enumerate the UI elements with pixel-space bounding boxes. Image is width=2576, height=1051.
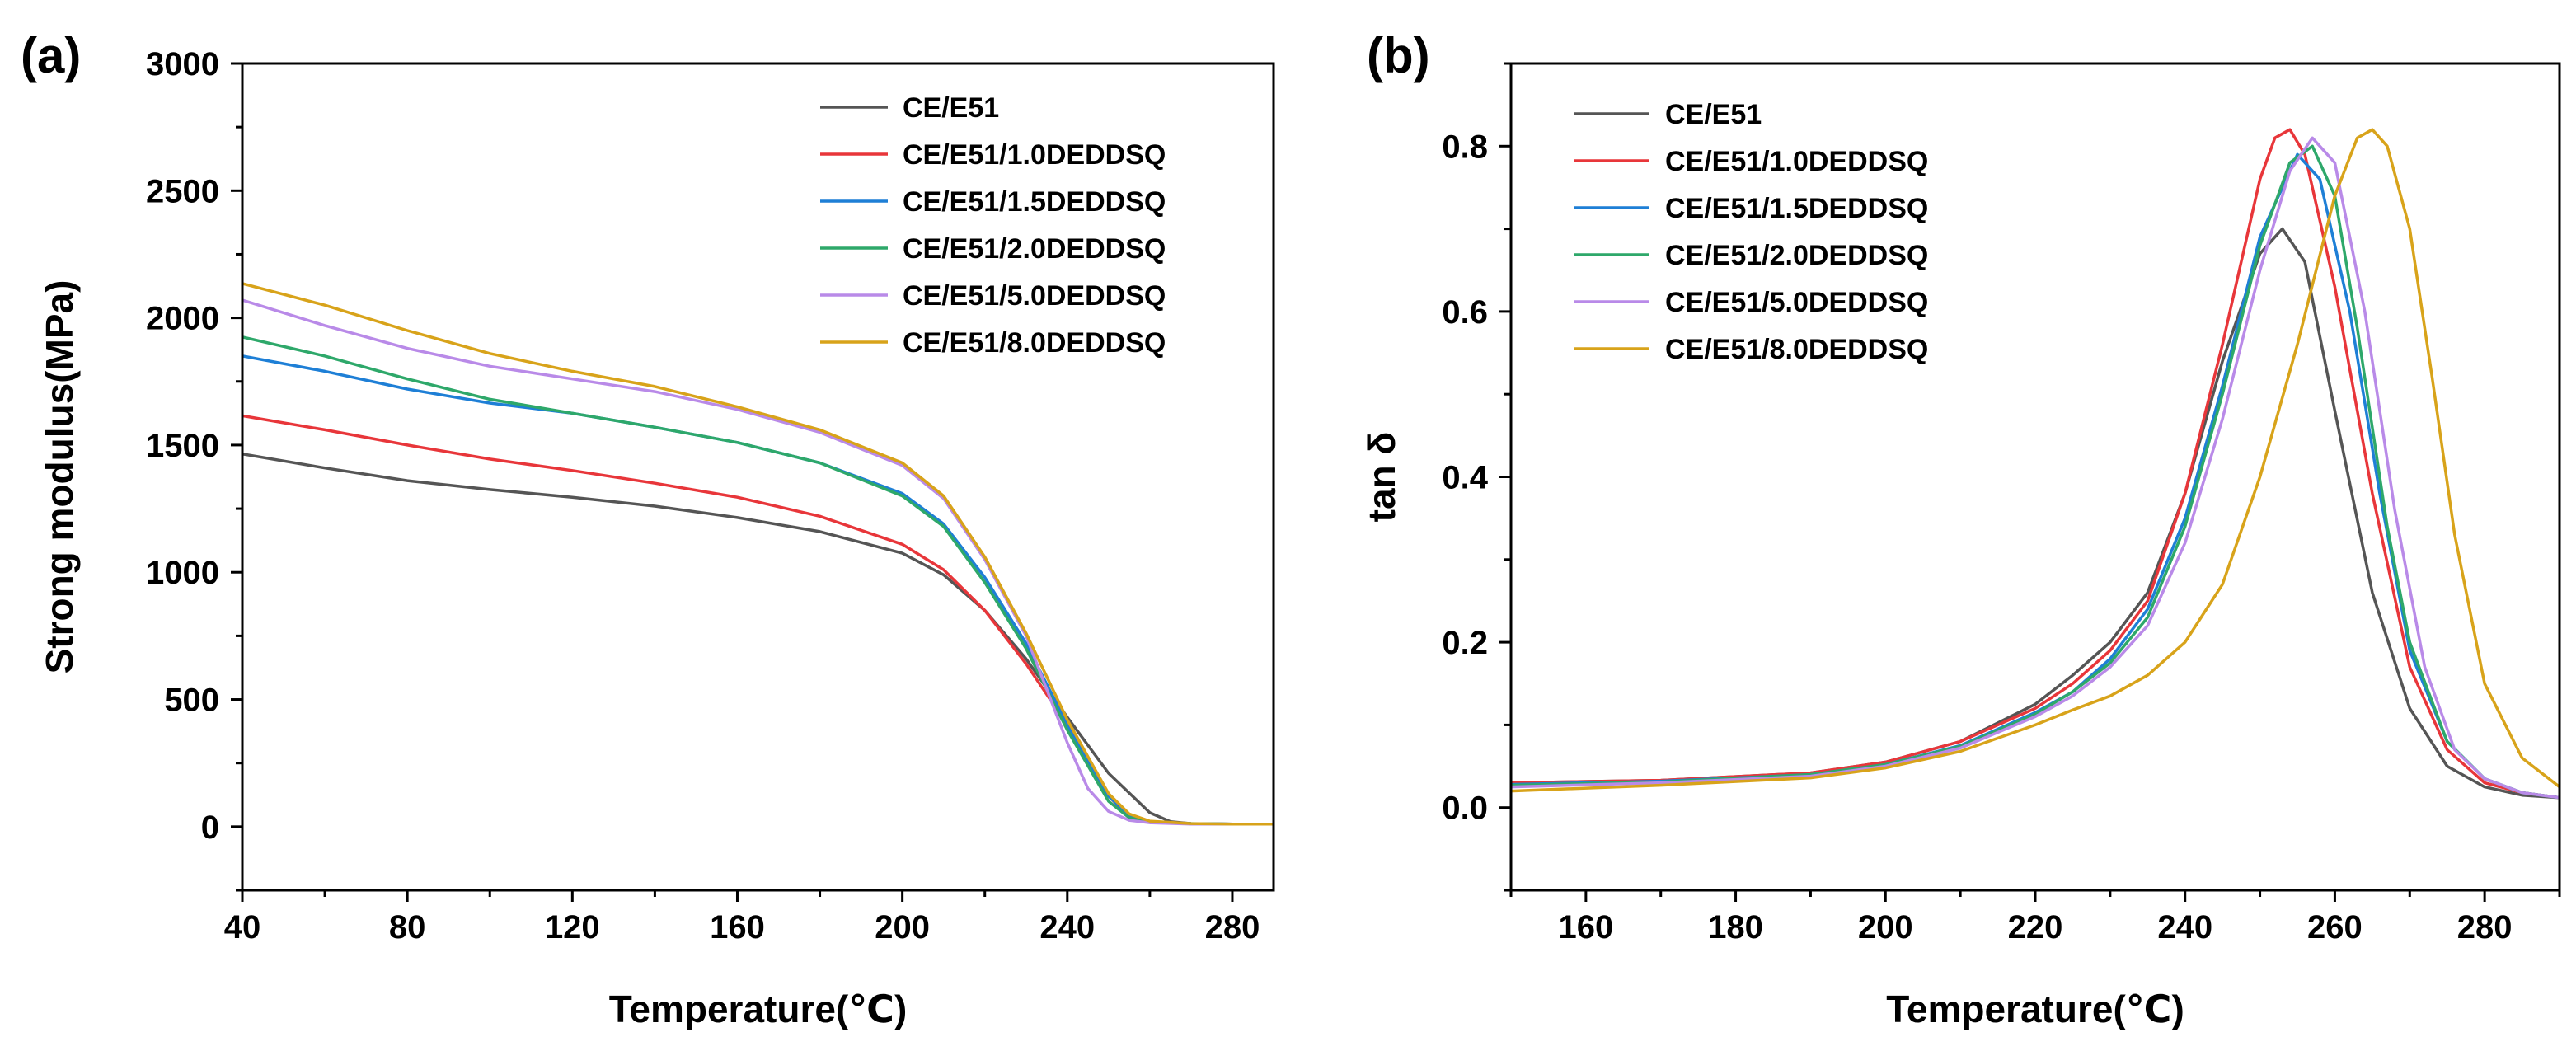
x-tick-label: 200 (1858, 909, 1913, 945)
legend-entry-label: CE/E51/1.5DEDDSQ (903, 186, 1166, 218)
y-tick-label: 0 (201, 809, 219, 846)
series-line-b-5 (1511, 128, 2560, 793)
x-tick-label: 240 (2157, 909, 2212, 945)
x-axis-title: Temperature(℃) (609, 988, 908, 1030)
x-axis-title: Temperature(℃) (1886, 988, 2184, 1030)
x-tick-label: 240 (1039, 909, 1095, 945)
series-line-a-5 (242, 282, 1274, 826)
y-tick-label: 1000 (146, 555, 219, 591)
y-tick-label: 2500 (146, 173, 219, 209)
legend-entry-label: CE/E51/1.0DEDDSQ (903, 139, 1166, 171)
y-tick-label: 0.4 (1442, 460, 1488, 496)
y-tick-label: 0.0 (1442, 791, 1488, 827)
legend-entry-label: CE/E51/1.0DEDDSQ (1665, 146, 1928, 177)
y-tick-label: 3000 (146, 46, 219, 82)
legend-entry-label: CE/E51/5.0DEDDSQ (903, 280, 1166, 312)
x-tick-label: 40 (224, 909, 261, 945)
panel-label: (b) (1367, 28, 1430, 83)
x-tick-label: 280 (2457, 909, 2513, 945)
series-line-b-4 (1511, 136, 2560, 800)
y-axis-title: Strong modulus(MPa) (38, 280, 81, 674)
series-line-b-3 (1511, 144, 2560, 800)
x-tick-label: 180 (1708, 909, 1763, 945)
legend-entry-label: CE/E51 (903, 92, 999, 124)
x-tick-label: 120 (545, 909, 600, 945)
x-tick-label: 280 (1205, 909, 1260, 945)
plot-frame (241, 62, 1275, 892)
y-tick-label: 0.6 (1442, 294, 1488, 331)
x-tick-label: 220 (2008, 909, 2063, 945)
y-axis-title: tan δ (1360, 432, 1403, 523)
legend-entry-label: CE/E51/8.0DEDDSQ (1665, 334, 1928, 365)
legend-entry-label: CE/E51/5.0DEDDSQ (1665, 287, 1928, 318)
x-tick-label: 200 (875, 909, 930, 945)
y-tick-label: 0.8 (1442, 129, 1488, 165)
y-tick-label: 1500 (146, 428, 219, 464)
y-tick-label: 500 (164, 683, 219, 719)
series-line-a-1 (242, 414, 1274, 826)
y-tick-label: 2000 (146, 301, 219, 337)
legend-entry-label: CE/E51/8.0DEDDSQ (903, 327, 1166, 359)
series-line-a-2 (242, 354, 1274, 826)
panel-b-tan-delta-chart: 160 180 200 220 240 260 280 0.0 0.2 0.4 0.6 0.8 Temp… (1360, 28, 2561, 1030)
x-tick-label: 160 (1558, 909, 1613, 945)
x-tick-label: 260 (2307, 909, 2363, 945)
series-line-a-3 (242, 335, 1274, 826)
y-tick-label: 0.2 (1442, 625, 1488, 661)
series-line-a-0 (242, 452, 1274, 826)
series-line-b-1 (1511, 128, 2560, 800)
x-tick-label: 80 (389, 909, 426, 945)
legend-entry-label: CE/E51/2.0DEDDSQ (903, 233, 1166, 265)
legend-entry-label: CE/E51 (1665, 99, 1762, 130)
x-tick-label: 160 (710, 909, 765, 945)
plot-frame (1509, 62, 2561, 892)
legend-entry-label: CE/E51/1.5DEDDSQ (1665, 193, 1928, 224)
legend-entry-label: CE/E51/2.0DEDDSQ (1665, 240, 1928, 271)
series-line-a-4 (242, 298, 1274, 826)
panel-a-modulus-chart: 40 80 120 160 200 240 280 0 500 1000 1500 2000 2500 3… (21, 28, 1275, 1030)
panel-label: (a) (21, 28, 81, 83)
